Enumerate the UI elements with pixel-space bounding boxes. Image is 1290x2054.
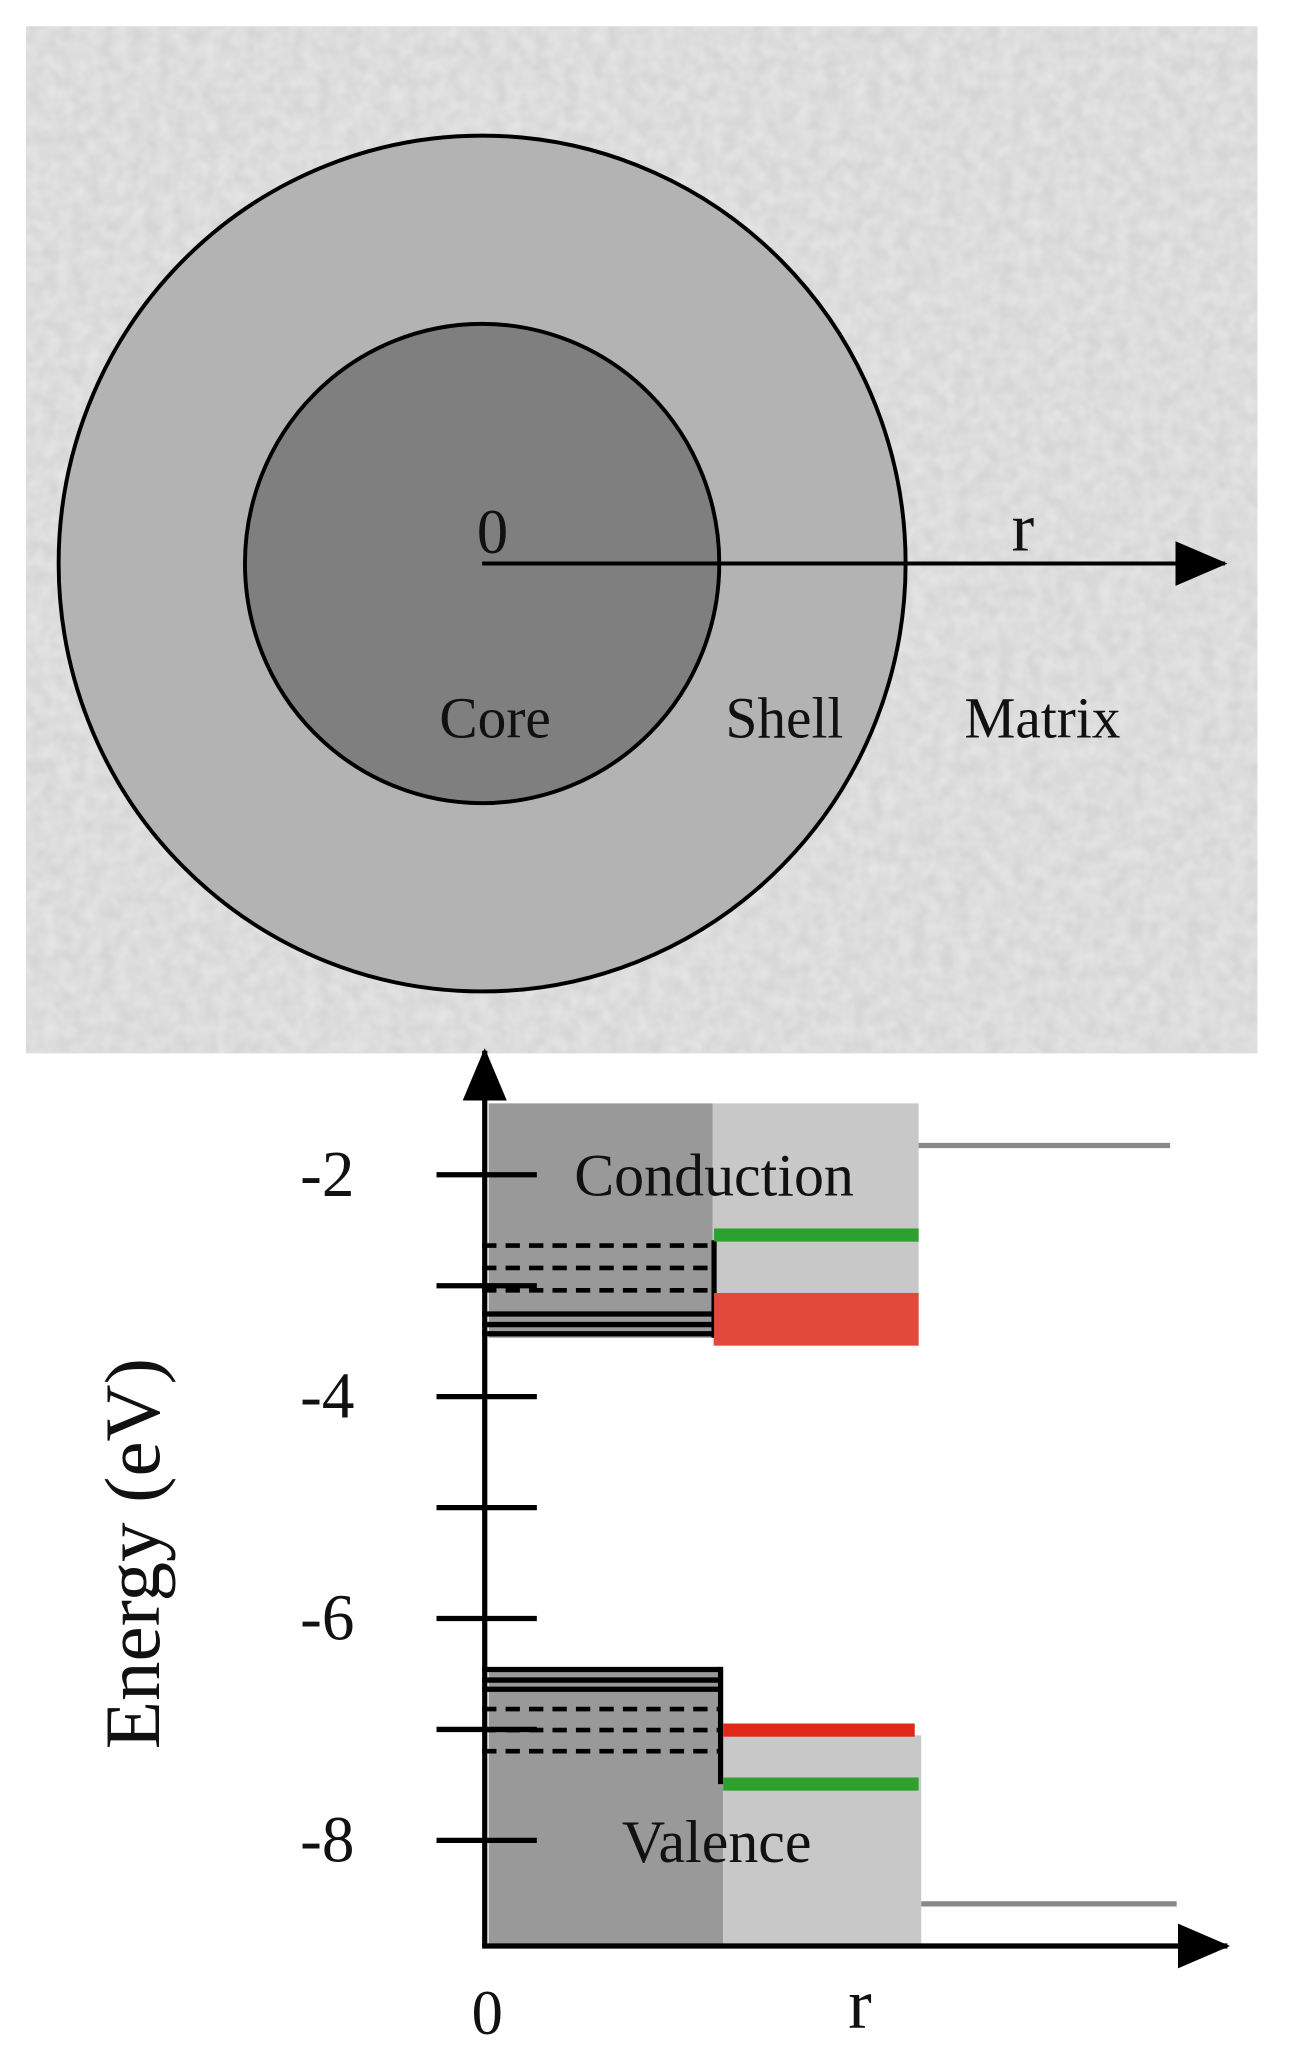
y-tick-label: -4 — [300, 1360, 354, 1432]
green-level — [714, 1228, 919, 1242]
structure-panel: 0 r Core Shell Matrix — [26, 26, 1258, 1054]
y-axis-label: Energy (eV) — [89, 1358, 176, 1749]
valence-label: Valence — [622, 1808, 812, 1875]
core-conduction-region — [488, 1103, 713, 1338]
valence-excited-levels — [482, 1706, 721, 1754]
core-excited-levels — [482, 1243, 715, 1293]
conduction-label: Conduction — [574, 1142, 854, 1209]
radius-label: r — [1012, 489, 1035, 565]
core-valence-region — [488, 1669, 724, 1947]
energy-panel: Conduction Valence 0 r Energy (eV) -2 -4 -… — [89, 1048, 1231, 2048]
x-axis-label: r — [848, 1965, 871, 2043]
y-tick-label: -6 — [300, 1582, 354, 1654]
shell-label: Shell — [725, 687, 843, 750]
matrix-label: Matrix — [964, 687, 1120, 750]
valence-ground-levels — [482, 1666, 724, 1785]
shell-valence-region — [723, 1735, 922, 1947]
core-label: Core — [439, 687, 550, 750]
origin-label: 0 — [477, 497, 508, 567]
x-origin-label: 0 — [472, 1978, 503, 2048]
red-level — [723, 1723, 915, 1737]
green-level — [723, 1777, 919, 1791]
y-tick-label: -8 — [300, 1804, 354, 1876]
y-tick-label: -2 — [300, 1139, 354, 1211]
red-band — [714, 1292, 919, 1346]
